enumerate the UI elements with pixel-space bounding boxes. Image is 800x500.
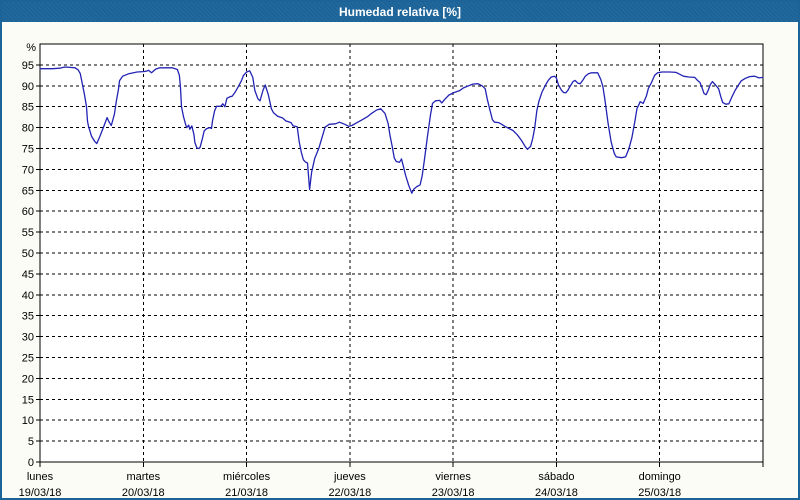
y-tick-label: 70 — [22, 164, 34, 176]
y-tick-label: 75 — [22, 144, 34, 156]
y-tick-label: 20 — [22, 373, 34, 385]
y-tick-label: 95 — [22, 60, 34, 72]
day-name-label: miércoles — [223, 471, 271, 483]
day-date-label: 22/03/18 — [328, 487, 371, 499]
day-date-label: 21/03/18 — [225, 487, 268, 499]
humidity-series-line — [39, 66, 764, 194]
y-tick-label: 40 — [22, 290, 34, 302]
day-name-label: sábado — [538, 471, 574, 483]
y-tick-label: 80 — [22, 123, 34, 135]
chart-svg: 0 5 10 15 20 25 30 35 40 45 50 55 60 65 70 75 80 85 90 95% l… — [19, 42, 764, 499]
y-tick-label: 90 — [22, 81, 34, 93]
y-tick-label: 45 — [22, 269, 34, 281]
y-tick-label: 0 — [28, 457, 34, 469]
day-name-label: viernes — [435, 471, 471, 483]
chart-title: Humedad relativa [%] — [338, 5, 462, 19]
y-tick-label: 15 — [22, 394, 34, 406]
plot-border — [39, 43, 764, 463]
day-date-label: 20/03/18 — [122, 487, 165, 499]
y-tick-label: 55 — [22, 227, 34, 239]
day-name-label: jueves — [333, 471, 366, 483]
y-tick-label: 50 — [22, 248, 34, 260]
y-tick-label: 60 — [22, 206, 34, 218]
y-tick-label: 5 — [28, 436, 34, 448]
day-date-label: 19/03/18 — [19, 487, 62, 499]
day-name-label: martes — [126, 471, 160, 483]
day-date-label: 24/03/18 — [535, 487, 578, 499]
y-tick-label: 25 — [22, 353, 34, 365]
y-tick-label: 85 — [22, 102, 34, 114]
y-axis-unit-label: % — [26, 42, 36, 54]
y-tick-label: 10 — [22, 415, 34, 427]
chart-title-bar: Humedad relativa [%] — [2, 2, 798, 22]
day-name-label: lunes — [27, 471, 54, 483]
day-name-label: domingo — [639, 471, 681, 483]
y-tick-label: 30 — [22, 332, 34, 344]
day-date-label: 25/03/18 — [638, 487, 681, 499]
y-tick-label: 65 — [22, 185, 34, 197]
day-date-label: 23/03/18 — [432, 487, 475, 499]
y-tick-label: 35 — [22, 311, 34, 323]
